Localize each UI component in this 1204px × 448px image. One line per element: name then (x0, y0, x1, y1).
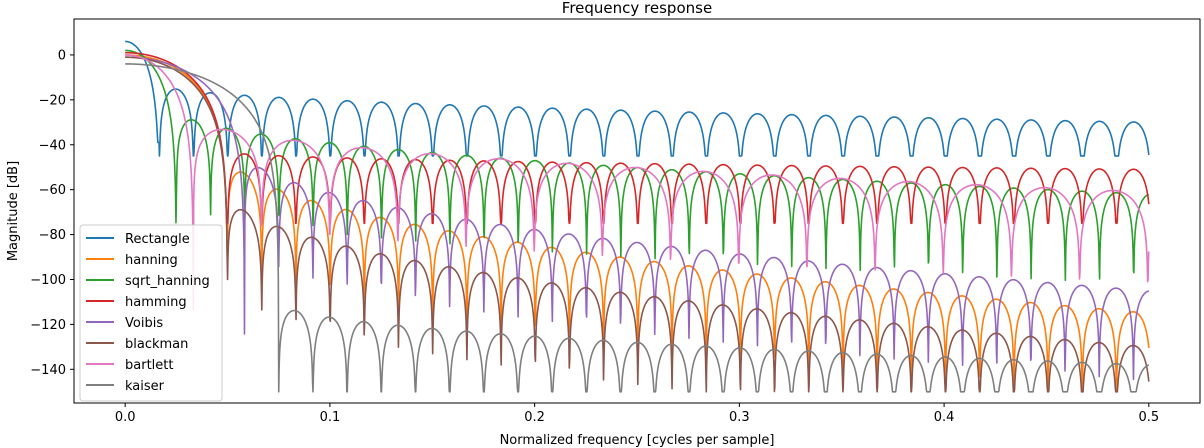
x-tick-label: 0.4 (934, 410, 955, 425)
series-line-voibis (124, 56, 1150, 381)
y-tick-label: −100 (30, 273, 66, 288)
legend-label: Rectangle (125, 232, 190, 247)
x-axis-ticks: 0.0 0.1 0.2 0.3 0.4 0.5 (115, 403, 1159, 425)
legend-box (79, 224, 223, 402)
x-tick-label: 0.3 (729, 410, 750, 425)
x-tick-label: 0.5 (1138, 410, 1159, 425)
y-axis-ticks: 0 −20 −40 −60 −80 −100 −120 −140 (30, 48, 74, 378)
x-tick-label: 0.2 (524, 410, 545, 425)
legend-label: Voibis (125, 316, 163, 331)
plot-border (73, 18, 1201, 404)
legend-label: kaiser (125, 379, 165, 394)
y-tick-label: −40 (39, 138, 66, 153)
y-tick-label: 0 (58, 48, 66, 63)
series-line-blackman (124, 56, 1150, 393)
x-tick-label: 0.1 (320, 410, 341, 425)
x-tick-label: 0.0 (115, 410, 136, 425)
y-tick-label: −120 (30, 318, 66, 333)
legend-label: hanning (125, 253, 178, 268)
series-line-hanning (124, 54, 1150, 393)
y-axis-label: Magnitude [dB] (6, 161, 21, 261)
chart-title: Frequency response (562, 0, 712, 17)
legend-label: bartlett (125, 358, 173, 373)
x-axis-label: Normalized frequency [cycles per sample] (500, 433, 775, 448)
y-tick-label: −60 (39, 183, 66, 198)
y-tick-label: −20 (39, 93, 66, 108)
legend-label: sqrt_hanning (125, 274, 210, 289)
series-line-kaiser (124, 63, 1150, 393)
y-tick-label: −80 (39, 228, 66, 243)
y-tick-label: −140 (30, 363, 66, 378)
series-lines (124, 40, 1150, 393)
legend-label: blackman (125, 337, 188, 352)
series-line-hamming (124, 51, 1150, 225)
series-line-rectangle (124, 40, 1150, 157)
series-line-bartlett (124, 54, 1150, 311)
legend-label: hamming (125, 295, 187, 310)
